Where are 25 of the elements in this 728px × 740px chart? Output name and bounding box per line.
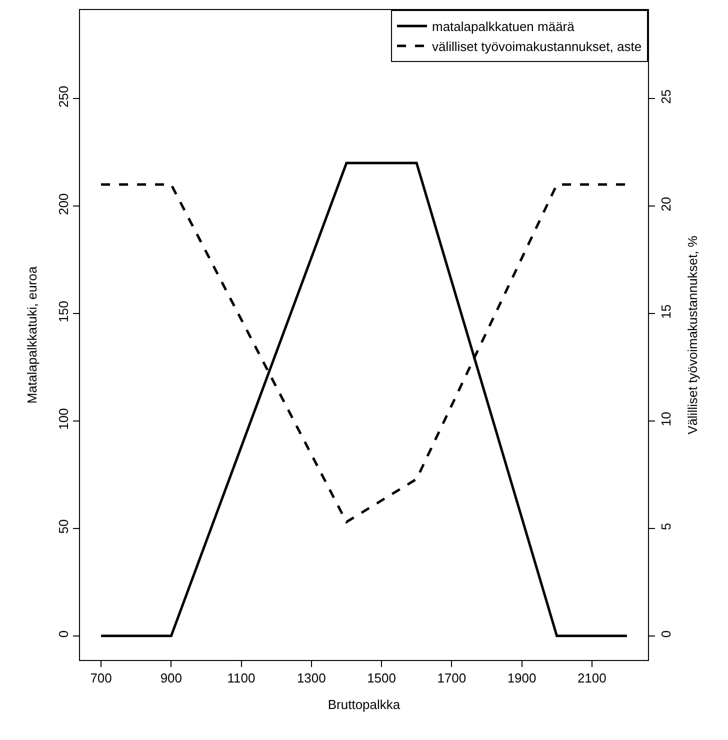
x-axis-title: Bruttopalkka [328, 697, 401, 712]
y-tick-label: 250 [56, 86, 71, 108]
y-tick-label: 0 [56, 630, 71, 638]
y2-tick-label: 25 [658, 89, 674, 104]
legend-label: matalapalkkatuen määrä [432, 19, 576, 34]
y2-tick-label: 15 [658, 304, 674, 319]
x-tick-label: 700 [90, 670, 112, 686]
x-tick-label: 1900 [507, 670, 536, 686]
x-tick-label: 1500 [367, 670, 396, 686]
legend-label: välilliset työvoimakustannukset, aste [432, 38, 642, 54]
y2-tick-label: 20 [658, 196, 674, 212]
x-tick-label: 2100 [577, 670, 606, 686]
x-tick-label: 1100 [227, 670, 256, 686]
y-tick-label: 200 [56, 193, 71, 215]
x-tick-label: 900 [160, 670, 182, 686]
x-tick-label: 1700 [437, 670, 466, 686]
y2-axis-title: Välilliset työvoimakustannukset, % [685, 235, 700, 434]
y-axis-title: Matalapalkkatuki, euroa [24, 266, 40, 404]
y-tick-label: 50 [56, 519, 71, 534]
y2-tick-label: 0 [658, 630, 674, 638]
y-tick-label: 150 [56, 300, 71, 322]
y-tick-label: 100 [56, 408, 71, 430]
y2-tick-label: 10 [658, 412, 674, 426]
y2-tick-label: 5 [658, 522, 674, 530]
x-tick-label: 1300 [296, 670, 326, 686]
